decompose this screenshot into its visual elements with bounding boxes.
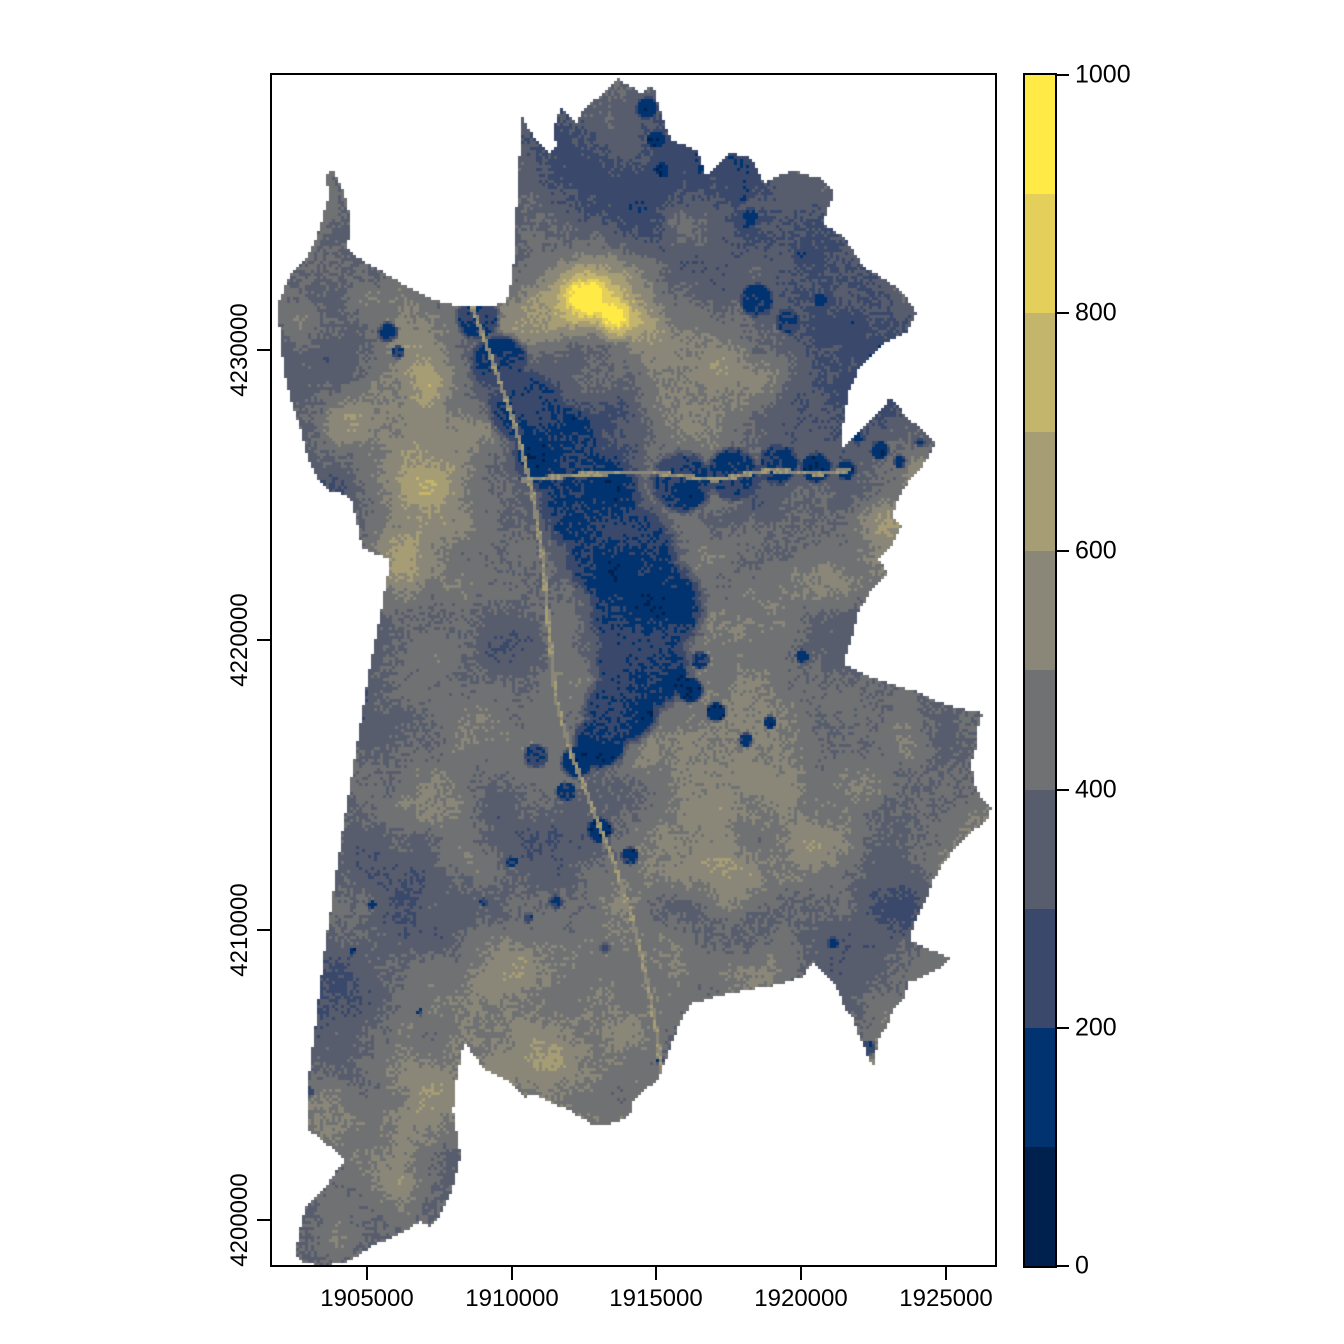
legend-tick-label: 400: [1075, 775, 1117, 804]
x-axis-tick-label: 1905000: [320, 1285, 414, 1312]
legend-tick-label: 200: [1075, 1013, 1117, 1042]
legend-tick: [1057, 1265, 1069, 1267]
x-axis-tick: [366, 1267, 368, 1280]
x-axis-tick: [800, 1267, 802, 1280]
legend-tick: [1057, 550, 1069, 553]
y-axis-tick: [257, 1219, 270, 1221]
legend-segment: [1025, 75, 1055, 195]
y-axis-tick: [257, 639, 270, 641]
legend-segment: [1025, 432, 1055, 552]
legend-tick: [1057, 312, 1069, 315]
x-axis-tick-label: 1925000: [899, 1285, 993, 1312]
x-axis-tick-label: 1910000: [465, 1285, 559, 1312]
legend-tick-label: 600: [1075, 536, 1117, 565]
y-axis-tick-label: 4230000: [226, 303, 253, 397]
legend-tick: [1057, 74, 1069, 76]
y-axis-tick-label: 4210000: [226, 883, 253, 977]
legend-segment: [1025, 194, 1055, 314]
y-axis-tick: [257, 349, 270, 351]
y-axis-tick: [257, 929, 270, 931]
legend-segment: [1025, 313, 1055, 433]
x-axis-tick-label: 1920000: [754, 1285, 848, 1312]
x-axis-tick: [945, 1267, 947, 1280]
legend-tick-label: 1000: [1075, 60, 1131, 89]
raster-map-canvas: [272, 75, 995, 1265]
legend-color-ramp: [1023, 73, 1057, 1268]
plot-box: [270, 73, 997, 1267]
legend-segment: [1025, 1146, 1055, 1266]
x-axis-tick: [655, 1267, 657, 1280]
legend-segment: [1025, 789, 1055, 909]
legend-segment: [1025, 670, 1055, 790]
x-axis-tick: [511, 1267, 513, 1280]
y-axis-tick-label: 4220000: [226, 593, 253, 687]
legend-tick-label: 800: [1075, 298, 1117, 327]
y-axis-tick-label: 4200000: [226, 1173, 253, 1267]
legend-tick-label: 0: [1075, 1251, 1089, 1280]
legend-segment: [1025, 1027, 1055, 1147]
legend-segment: [1025, 551, 1055, 671]
legend-tick: [1057, 1026, 1069, 1029]
legend-segment: [1025, 908, 1055, 1028]
x-axis-tick-label: 1915000: [609, 1285, 703, 1312]
legend-tick: [1057, 788, 1069, 791]
